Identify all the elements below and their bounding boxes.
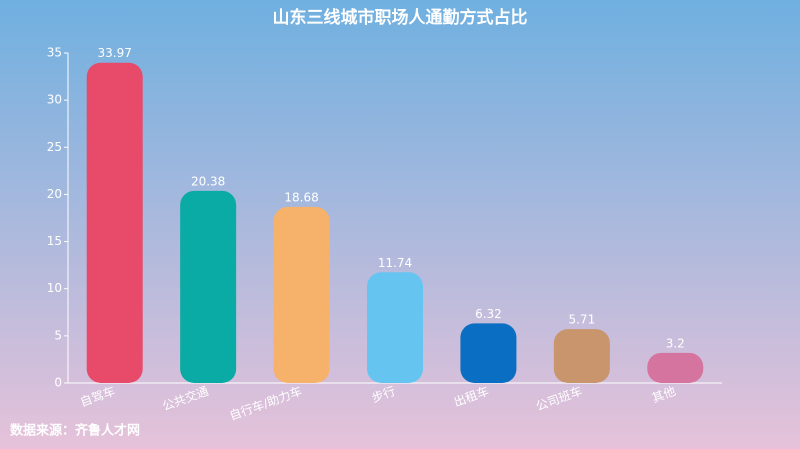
value-label: 5.71 (568, 313, 595, 327)
y-tick-label: 30 (47, 93, 62, 107)
bar (460, 323, 517, 383)
bar (553, 329, 610, 383)
y-tick-label: 10 (47, 281, 62, 295)
source-note: 数据来源：齐鲁人才网 (10, 423, 140, 439)
y-tick-label: 15 (47, 234, 62, 248)
y-tick-label: 35 (47, 46, 62, 60)
value-label: 18.68 (284, 190, 318, 204)
y-tick-label: 25 (47, 140, 62, 154)
bar (647, 352, 704, 383)
value-label: 33.97 (98, 46, 132, 60)
bar (273, 206, 330, 383)
y-tick-label: 20 (47, 187, 62, 201)
y-tick-label: 5 (54, 328, 62, 342)
bar (367, 272, 423, 383)
bar (180, 190, 237, 383)
value-label: 3.2 (666, 336, 685, 350)
bar (86, 62, 143, 384)
chart-title: 山东三线城市职场人通勤方式占比 (273, 7, 528, 28)
value-label: 6.32 (475, 307, 502, 321)
y-tick-label: 0 (54, 376, 62, 390)
value-label: 11.74 (378, 256, 412, 270)
value-label: 20.38 (191, 174, 225, 188)
